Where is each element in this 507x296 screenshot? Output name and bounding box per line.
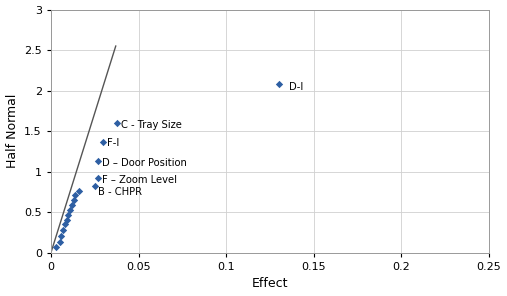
Point [94,159,102,164]
Point [71,193,80,198]
Point [94,176,102,181]
Point [66,207,74,212]
Point [91,183,99,188]
Point [62,217,70,222]
Point [52,245,60,250]
Point [68,203,76,207]
Text: F – Zoom Level: F – Zoom Level [102,175,177,185]
Point [56,239,64,244]
Text: F-I: F-I [107,138,119,148]
Point [59,228,67,233]
Point [64,212,73,217]
Text: D – Door Position: D – Door Position [102,158,187,168]
Text: C - Tray Size: C - Tray Size [121,120,182,130]
Point [61,222,69,227]
Y-axis label: Half Normal: Half Normal [6,94,19,168]
Point [57,234,65,238]
Text: D-I: D-I [289,82,304,91]
Point [69,198,78,202]
X-axis label: Effect: Effect [252,277,288,290]
Text: B - CHPR: B - CHPR [98,187,142,197]
Point [114,121,122,126]
Point [99,139,107,144]
Point [275,82,283,86]
Point [75,189,83,194]
